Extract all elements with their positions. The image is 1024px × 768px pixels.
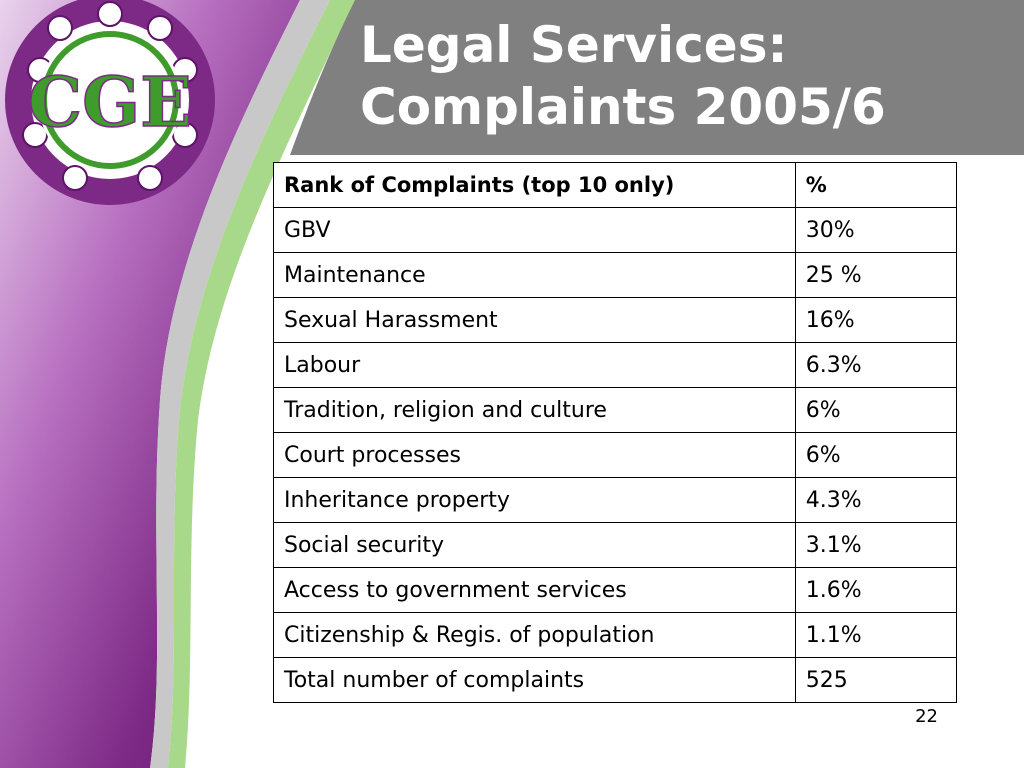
table-row-total: Total number of complaints 525 [273,657,958,703]
complaint-category: Access to government services [273,567,796,613]
page-title: Legal Services: Complaints 2005/6 [360,14,1000,138]
logo-letters: CGE [28,63,192,143]
complaint-percent: 25 % [794,252,958,298]
table-row: Court processes 6% [273,432,958,478]
complaint-category: Sexual Harassment [273,297,796,343]
complaint-percent: 30% [794,207,958,253]
complaint-category: GBV [273,207,796,253]
complaint-category: Tradition, religion and culture [273,387,796,433]
complaint-category: Court processes [273,432,796,478]
table-row: Labour 6.3% [273,342,958,388]
column-header-rank: Rank of Complaints (top 10 only) [273,162,796,208]
complaint-percent: 6% [794,432,958,478]
complaint-percent: 16% [794,297,958,343]
complaint-percent: 6.3% [794,342,958,388]
complaint-category: Maintenance [273,252,796,298]
complaint-percent: 1.1% [794,612,958,658]
total-label: Total number of complaints [273,657,796,703]
table-row: GBV 30% [273,207,958,253]
complaints-table: Rank of Complaints (top 10 only) % GBV 3… [273,162,958,703]
title-line-1: Legal Services: [360,16,788,74]
column-header-percent: % [794,162,958,208]
complaint-category: Citizenship & Regis. of population [273,612,796,658]
table-row: Sexual Harassment 16% [273,297,958,343]
cge-logo: CGE [5,0,215,205]
complaint-percent: 6% [794,387,958,433]
title-line-2: Complaints 2005/6 [360,78,886,136]
table-row: Tradition, religion and culture 6% [273,387,958,433]
complaint-category: Labour [273,342,796,388]
table-row: Citizenship & Regis. of population 1.1% [273,612,958,658]
table-header-row: Rank of Complaints (top 10 only) % [273,162,958,208]
complaint-category: Social security [273,522,796,568]
table-row: Access to government services 1.6% [273,567,958,613]
complaint-category: Inheritance property [273,477,796,523]
complaint-percent: 1.6% [794,567,958,613]
total-value: 525 [794,657,958,703]
complaint-percent: 3.1% [794,522,958,568]
table-row: Maintenance 25 % [273,252,958,298]
table-row: Social security 3.1% [273,522,958,568]
complaint-percent: 4.3% [794,477,958,523]
table-row: Inheritance property 4.3% [273,477,958,523]
slide-number: 22 [915,706,938,727]
